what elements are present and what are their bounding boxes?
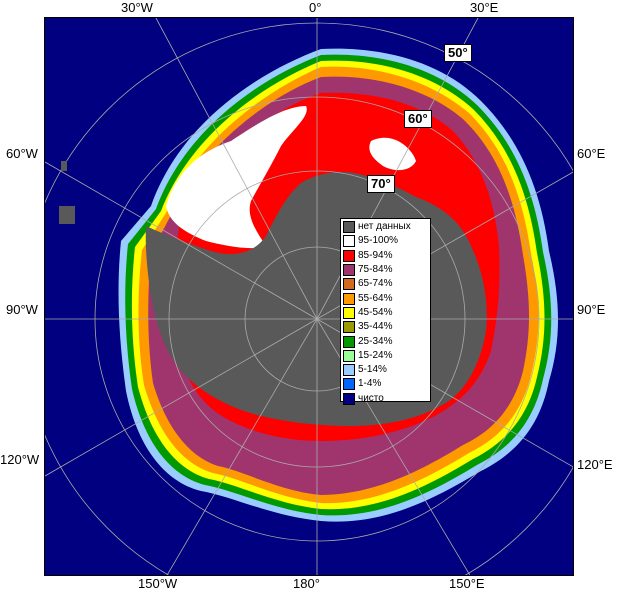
concentration-legend: нет данных 95-100% 85-94% 75-84% 65-74% …	[340, 218, 431, 405]
legend-item: нет данных	[343, 220, 428, 234]
legend-item: 35-44%	[343, 320, 428, 334]
legend-item: 75-84%	[343, 263, 428, 277]
legend-label: 45-54%	[358, 306, 393, 318]
lon-label-right-60e: 60°E	[577, 146, 606, 161]
land-fragment	[59, 206, 75, 224]
lon-label-left-120w: 120°W	[0, 452, 40, 467]
legend-item: 45-54%	[343, 306, 428, 320]
lon-label-bottom-150w: 150°W	[138, 576, 178, 591]
ice-white-weddell	[166, 106, 307, 249]
legend-item: 1-4%	[343, 377, 428, 391]
legend-label: 1-4%	[358, 378, 382, 390]
map-frame	[44, 17, 574, 576]
legend-swatch	[343, 321, 355, 334]
meridian-150w	[166, 318, 318, 575]
lon-label-top-30w: 30°W	[121, 0, 153, 15]
lat-label-70: 70°	[367, 175, 395, 193]
meridian-30w	[155, 18, 318, 320]
legend-label: нет данных	[358, 221, 411, 233]
sea-ice-map[interactable]	[45, 18, 574, 576]
lon-label-top-30e: 30°E	[470, 0, 499, 15]
legend-label: 25-34%	[358, 335, 393, 347]
legend-swatch	[343, 235, 355, 248]
legend-label: 15-24%	[358, 349, 393, 361]
legend-label: чисто	[358, 392, 384, 404]
legend-item: 95-100%	[343, 234, 428, 248]
lon-label-left-60w: 60°W	[6, 146, 38, 161]
legend-swatch	[343, 292, 355, 305]
legend-label: 55-64%	[358, 292, 393, 304]
legend-swatch	[343, 278, 355, 291]
lon-label-bottom-150e: 150°E	[449, 576, 485, 591]
legend-item: 25-34%	[343, 334, 428, 348]
legend-swatch	[343, 249, 355, 262]
legend-swatch	[343, 335, 355, 348]
legend-label: 95-100%	[358, 235, 399, 247]
legend-swatch	[343, 349, 355, 362]
lon-label-top-0: 0°	[309, 0, 322, 15]
legend-item: 15-24%	[343, 349, 428, 363]
legend-item: 55-64%	[343, 291, 428, 305]
lat-label-60: 60°	[404, 110, 432, 128]
land-fragment	[61, 161, 67, 171]
legend-swatch	[343, 378, 355, 391]
meridian-120w	[45, 318, 318, 477]
lon-label-right-90e: 90°E	[577, 302, 606, 317]
lat-label-50: 50°	[444, 44, 472, 62]
legend-label: 65-74%	[358, 278, 393, 290]
legend-item: 85-94%	[343, 249, 428, 263]
lon-label-bottom-180: 180°	[293, 576, 320, 591]
legend-swatch	[343, 392, 355, 405]
ice-white-ross	[369, 137, 416, 171]
lon-label-right-120e: 120°E	[577, 457, 613, 472]
legend-swatch	[343, 221, 355, 234]
legend-label: 35-44%	[358, 321, 393, 333]
legend-swatch	[343, 264, 355, 277]
meridian-60w	[45, 161, 318, 320]
legend-item: 65-74%	[343, 277, 428, 291]
lon-label-left-90w: 90°W	[6, 302, 38, 317]
legend-swatch	[343, 364, 355, 377]
legend-label: 85-94%	[358, 249, 393, 261]
legend-item: чисто	[343, 392, 428, 406]
legend-label: 75-84%	[358, 264, 393, 276]
legend-label: 5-14%	[358, 364, 387, 376]
legend-swatch	[343, 306, 355, 319]
legend-item: 5-14%	[343, 363, 428, 377]
